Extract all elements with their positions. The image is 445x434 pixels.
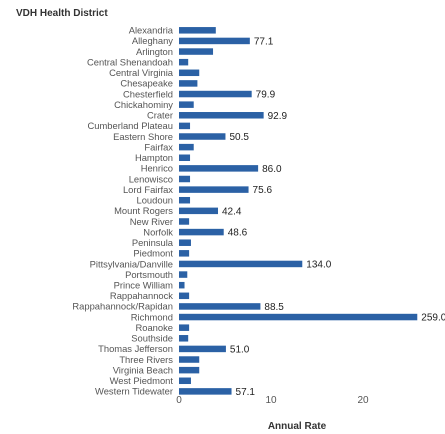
category-label: Central Virginia — [109, 67, 174, 78]
x-axis-ticks: 0 10 20 — [176, 395, 369, 406]
bar[interactable] — [179, 133, 226, 140]
category-label: Chesterfield — [123, 88, 173, 99]
data-label: 77.1 — [254, 36, 274, 47]
category-label: Portsmouth — [125, 269, 173, 280]
bar[interactable] — [179, 345, 226, 353]
category-label: Fairfax — [144, 141, 173, 152]
category-label: Rappahannock — [110, 290, 173, 301]
bar[interactable] — [179, 122, 191, 130]
data-label: 259.0 — [421, 313, 445, 324]
category-label: Peninsula — [132, 237, 174, 248]
data-label: 57.1 — [236, 387, 256, 398]
bar[interactable] — [179, 196, 191, 204]
bar[interactable] — [179, 112, 264, 119]
category-label: Southside — [131, 333, 173, 344]
bar[interactable] — [179, 186, 249, 193]
bar[interactable] — [179, 281, 185, 289]
category-label: West Piedmont — [110, 375, 174, 386]
data-label: 88.5 — [264, 302, 284, 313]
bar[interactable] — [179, 356, 200, 363]
category-label: Piedmont — [133, 248, 173, 259]
x-tick-label: 0 — [176, 395, 182, 406]
bar[interactable] — [179, 27, 216, 34]
category-label: Western Tidewater — [95, 386, 173, 397]
category-label: Prince William — [114, 279, 174, 290]
data-label: 86.0 — [262, 164, 282, 175]
bar[interactable] — [179, 101, 194, 108]
bar[interactable] — [179, 37, 250, 45]
data-label: 75.6 — [253, 185, 273, 196]
category-label: Three Rivers — [119, 354, 173, 365]
data-label: 48.6 — [228, 228, 248, 239]
category-label: Henrico — [141, 163, 173, 174]
bar[interactable] — [179, 303, 261, 310]
x-tick-label: 20 — [357, 395, 369, 406]
category-label: Virginia Beach — [113, 364, 173, 375]
x-axis-title: Annual Rate — [268, 421, 327, 432]
bar[interactable] — [179, 260, 303, 268]
data-label: 42.4 — [222, 206, 242, 217]
bar[interactable] — [179, 48, 214, 55]
bar[interactable] — [179, 154, 191, 162]
bar[interactable] — [179, 207, 219, 215]
x-tick-label: 10 — [265, 395, 277, 406]
category-label: Arlington — [136, 46, 173, 57]
category-label: Cumberland Plateau — [88, 120, 173, 131]
bar[interactable] — [179, 80, 198, 87]
bar[interactable] — [179, 366, 200, 374]
category-label: Rappahannock/Rapidan — [72, 301, 173, 312]
category-label: Central Shenandoah — [87, 56, 173, 67]
category-label: Lord Fairfax — [123, 184, 173, 195]
bar[interactable] — [179, 377, 191, 385]
bar[interactable] — [179, 165, 259, 172]
category-label: Chesapeake — [120, 78, 173, 89]
bar[interactable] — [179, 324, 190, 331]
category-label: Loudoun — [137, 195, 174, 206]
category-label: New River — [130, 216, 173, 227]
bar[interactable] — [179, 228, 224, 236]
category-label: Eastern Shore — [113, 131, 173, 142]
bar[interactable] — [179, 292, 190, 300]
data-label: 134.0 — [306, 259, 331, 270]
category-label: Lenowisco — [129, 173, 173, 184]
category-label: Hampton — [135, 152, 173, 163]
data-label: 79.9 — [256, 90, 276, 101]
bar[interactable] — [179, 313, 418, 321]
bar[interactable] — [179, 58, 189, 66]
bar[interactable] — [179, 175, 191, 183]
category-label: Richmond — [131, 311, 173, 322]
data-label: 51.0 — [230, 344, 250, 355]
bar[interactable] — [179, 239, 191, 246]
bar[interactable] — [179, 271, 188, 278]
bar[interactable] — [179, 388, 232, 395]
category-label: Crater — [147, 110, 173, 121]
category-label: Norfolk — [143, 226, 173, 237]
data-label: 50.5 — [229, 132, 249, 143]
data-label: 92.9 — [268, 111, 288, 122]
category-label: Mount Rogers — [114, 205, 173, 216]
bar[interactable] — [179, 335, 189, 342]
bar[interactable] — [179, 250, 190, 257]
category-label: Roanoke — [135, 322, 173, 333]
bar[interactable] — [179, 90, 252, 98]
category-label: Alexandria — [129, 25, 174, 36]
bar[interactable] — [179, 218, 190, 225]
row-header: VDH Health District — [16, 8, 108, 19]
category-label: Alleghany — [132, 35, 173, 46]
bar[interactable] — [179, 69, 200, 77]
category-label: Thomas Jefferson — [98, 343, 173, 354]
category-label: Chickahominy — [114, 99, 173, 110]
category-label: Pittsylvania/Danville — [90, 258, 173, 269]
bar[interactable] — [179, 143, 194, 151]
